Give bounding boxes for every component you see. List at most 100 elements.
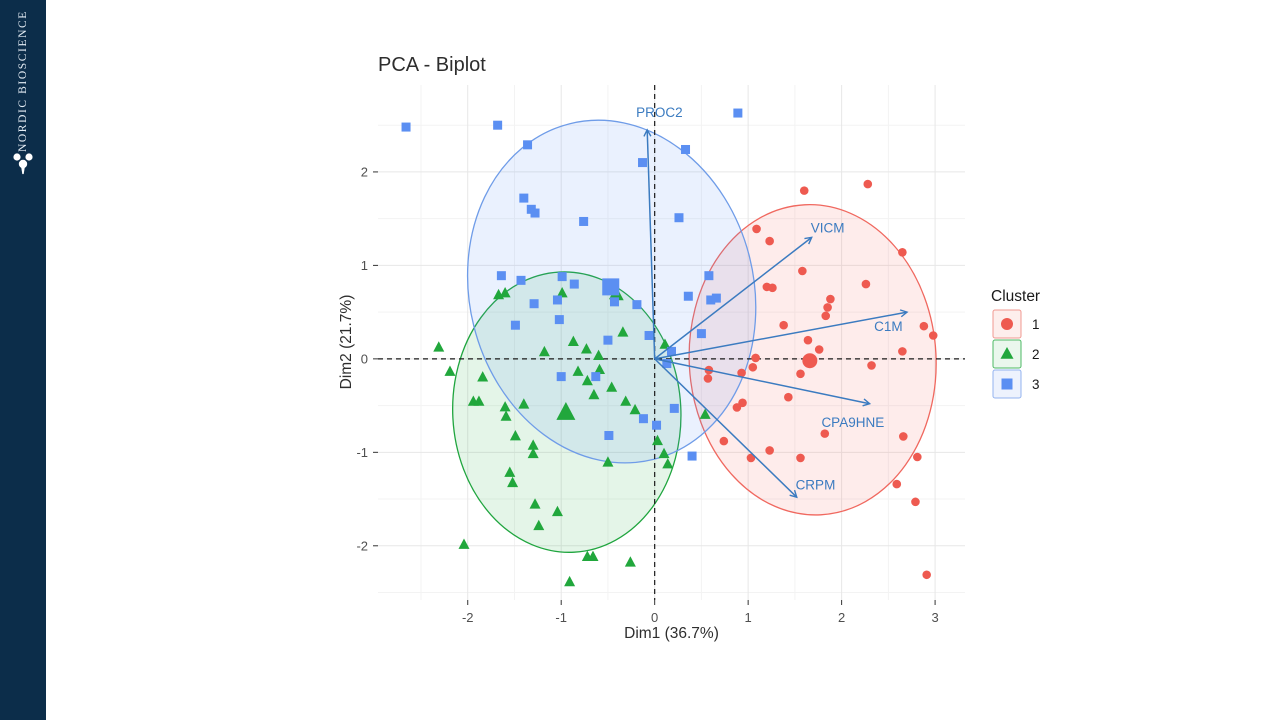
data-point-cluster-2 [699,408,711,419]
brand-sidebar: NORDIC BIOSCIENCE [0,0,46,720]
legend-marker-1 [1001,318,1013,330]
data-point-cluster-1 [867,361,876,370]
data-point-cluster-1 [719,436,729,446]
data-point-cluster-3 [552,295,562,305]
data-point-cluster-3 [496,271,506,281]
data-point-cluster-3 [579,216,589,226]
loading-arrow-proc2 [647,130,656,359]
data-point-cluster-2 [593,349,605,361]
data-point-cluster-2 [602,456,614,467]
data-point-cluster-1 [863,179,873,189]
data-point-cluster-3 [493,120,503,130]
legend-label-2: 2 [1032,347,1040,362]
data-point-cluster-1 [798,266,807,276]
data-point-cluster-3 [687,451,697,461]
loading-label-crpm: CRPM [796,478,836,493]
data-point-cluster-1 [799,186,809,195]
loading-label-cpa9hne: CPA9HNE [821,415,884,430]
loading-arrow-cpa9hne [654,358,870,404]
data-point-cluster-1 [823,303,832,312]
data-point-cluster-1 [752,224,761,234]
x-tick-label: 1 [745,610,752,625]
data-point-cluster-2 [594,363,606,375]
legend: Cluster 1 2 3 [991,288,1040,399]
data-point-cluster-1 [779,320,788,330]
data-point-cluster-3 [706,295,716,305]
data-point-cluster-2 [658,447,670,459]
data-point-cluster-3 [662,359,672,369]
data-point-cluster-1 [765,446,774,455]
data-point-cluster-3 [530,208,540,218]
data-point-cluster-3 [557,272,567,282]
data-point-cluster-3 [591,372,601,382]
data-point-cluster-2 [504,466,516,477]
data-point-cluster-1 [796,369,805,379]
legend-marker-2 [1000,347,1014,359]
data-point-cluster-1 [746,453,756,463]
data-point-cluster-3 [669,403,679,413]
data-point-cluster-1 [751,353,760,363]
loading-label-proc2: PROC2 [636,105,683,120]
data-point-cluster-1 [892,479,902,489]
centroid-cluster-2 [556,402,576,420]
data-point-cluster-1 [913,452,922,462]
legend-title: Cluster [991,288,1040,305]
data-point-cluster-1 [919,321,929,331]
y-axis-title: Dim2 (21.7%) [338,294,355,390]
data-point-cluster-2 [551,505,563,517]
data-point-cluster-2 [629,403,641,415]
data-point-cluster-2 [620,395,632,406]
data-point-cluster-2 [572,365,584,376]
data-point-cluster-2 [651,434,663,446]
legend-label-3: 3 [1032,377,1040,392]
data-point-cluster-1 [899,432,908,441]
data-point-cluster-3 [667,346,676,356]
data-point-cluster-3 [638,414,648,424]
data-point-cluster-1 [898,248,907,257]
loading-arrow-c1m [654,312,907,360]
data-point-cluster-2 [499,401,511,412]
data-point-cluster-2 [500,410,512,421]
data-point-cluster-1 [737,368,746,378]
loading-label-c1m: C1M [874,319,903,334]
centroid-cluster-1 [802,353,818,369]
data-point-cluster-3 [632,300,642,310]
data-point-cluster-1 [748,362,758,372]
legend-label-1: 1 [1032,317,1040,332]
data-point-cluster-1 [826,294,835,304]
y-tick-label: 2 [361,164,368,179]
x-axis-title: Dim1 (36.7%) [624,625,719,642]
data-point-cluster-3 [733,108,743,118]
y-tick-label: -1 [356,445,368,460]
y-tick-label: 1 [361,258,368,273]
data-point-cluster-3 [711,293,721,303]
data-point-cluster-1 [861,279,871,289]
data-point-cluster-2 [477,371,489,382]
data-point-cluster-2 [587,550,599,561]
loading-arrow-crpm [654,358,797,497]
data-point-cluster-1 [911,497,920,507]
data-point-cluster-3 [609,297,619,307]
data-point-cluster-3 [554,315,564,325]
data-point-cluster-3 [523,140,533,150]
data-point-cluster-3 [604,430,614,440]
data-point-cluster-1 [765,236,774,246]
data-point-cluster-2 [556,287,568,298]
data-point-cluster-3 [644,330,654,340]
data-point-cluster-2 [499,287,511,298]
data-point-cluster-2 [527,439,539,450]
x-tick-label: -1 [555,610,567,625]
data-point-cluster-1 [928,331,938,340]
data-point-cluster-3 [569,279,579,289]
data-point-cluster-2 [473,395,485,406]
chart-title: PCA - Biplot [378,54,486,76]
centroid-cluster-3 [602,278,620,296]
data-point-cluster-3 [704,271,714,281]
y-tick-label: -2 [356,538,368,553]
data-point-cluster-2 [580,343,592,354]
loading-arrow-vicm [654,237,812,360]
data-point-cluster-2 [527,447,539,459]
data-point-cluster-1 [922,570,931,580]
data-point-cluster-3 [696,329,706,339]
